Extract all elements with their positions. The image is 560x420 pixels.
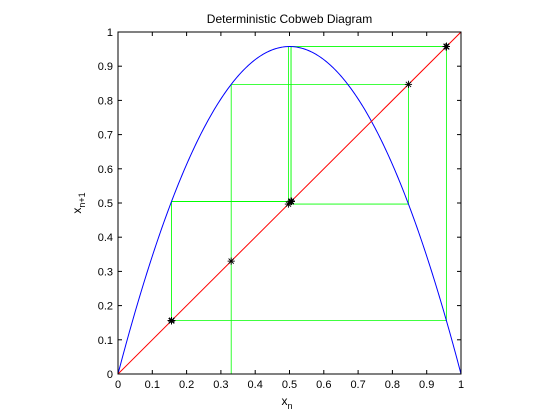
data-point — [287, 197, 295, 206]
x-axis-label-base: x — [281, 394, 287, 408]
data-point — [167, 316, 176, 325]
y-tick-label: 0 — [107, 369, 113, 381]
y-tick-label: 0.9 — [98, 61, 113, 73]
x-tick-label: 0.2 — [179, 379, 194, 391]
x-tick-label: 0.9 — [419, 379, 434, 391]
y-tick-label: 0.4 — [98, 232, 113, 244]
x-ticks: 0 0.1 0.2 0.3 0.4 0.5 0.6 0.7 0.8 0.9 1 — [115, 32, 464, 391]
y-tick-label: 0.6 — [98, 164, 113, 176]
x-tick-label: 0.7 — [350, 379, 365, 391]
x-tick-label: 0.4 — [248, 379, 263, 391]
marker-layer — [167, 42, 451, 325]
y-tick-label: 0.3 — [98, 266, 113, 278]
x-axis-label-sub: n — [287, 401, 292, 411]
y-axis-label-sub: n+1 — [77, 192, 87, 207]
data-point — [442, 42, 450, 51]
x-tick-label: 0.1 — [145, 379, 160, 391]
y-axis-label-base: x — [70, 208, 84, 214]
curve-layer — [117, 46, 462, 375]
x-axis-label: xn — [281, 394, 292, 411]
data-point — [227, 257, 235, 265]
x-tick-label: 0.8 — [385, 379, 400, 391]
y-tick-label: 0.1 — [98, 335, 113, 347]
data-point — [404, 80, 413, 88]
y-ticks: 0 0.1 0.2 0.3 0.4 0.5 0.6 0.7 0.8 0.9 1 — [98, 27, 461, 381]
chart-title: Deterministic Cobweb Diagram — [207, 12, 372, 26]
x-tick-label: 0 — [115, 379, 121, 391]
map-curve — [117, 46, 462, 375]
y-tick-label: 1 — [107, 27, 113, 39]
y-tick-label: 0.8 — [98, 95, 113, 107]
y-axis-label: xn+1 — [70, 192, 87, 213]
x-tick-label: 0.6 — [316, 379, 331, 391]
y-tick-label: 0.7 — [98, 130, 113, 142]
x-tick-label: 1 — [458, 379, 464, 391]
y-tick-label: 0.5 — [98, 198, 113, 210]
y-tick-label: 0.2 — [98, 301, 113, 313]
x-tick-label: 0.3 — [213, 379, 228, 391]
x-tick-label: 0.5 — [282, 379, 297, 391]
